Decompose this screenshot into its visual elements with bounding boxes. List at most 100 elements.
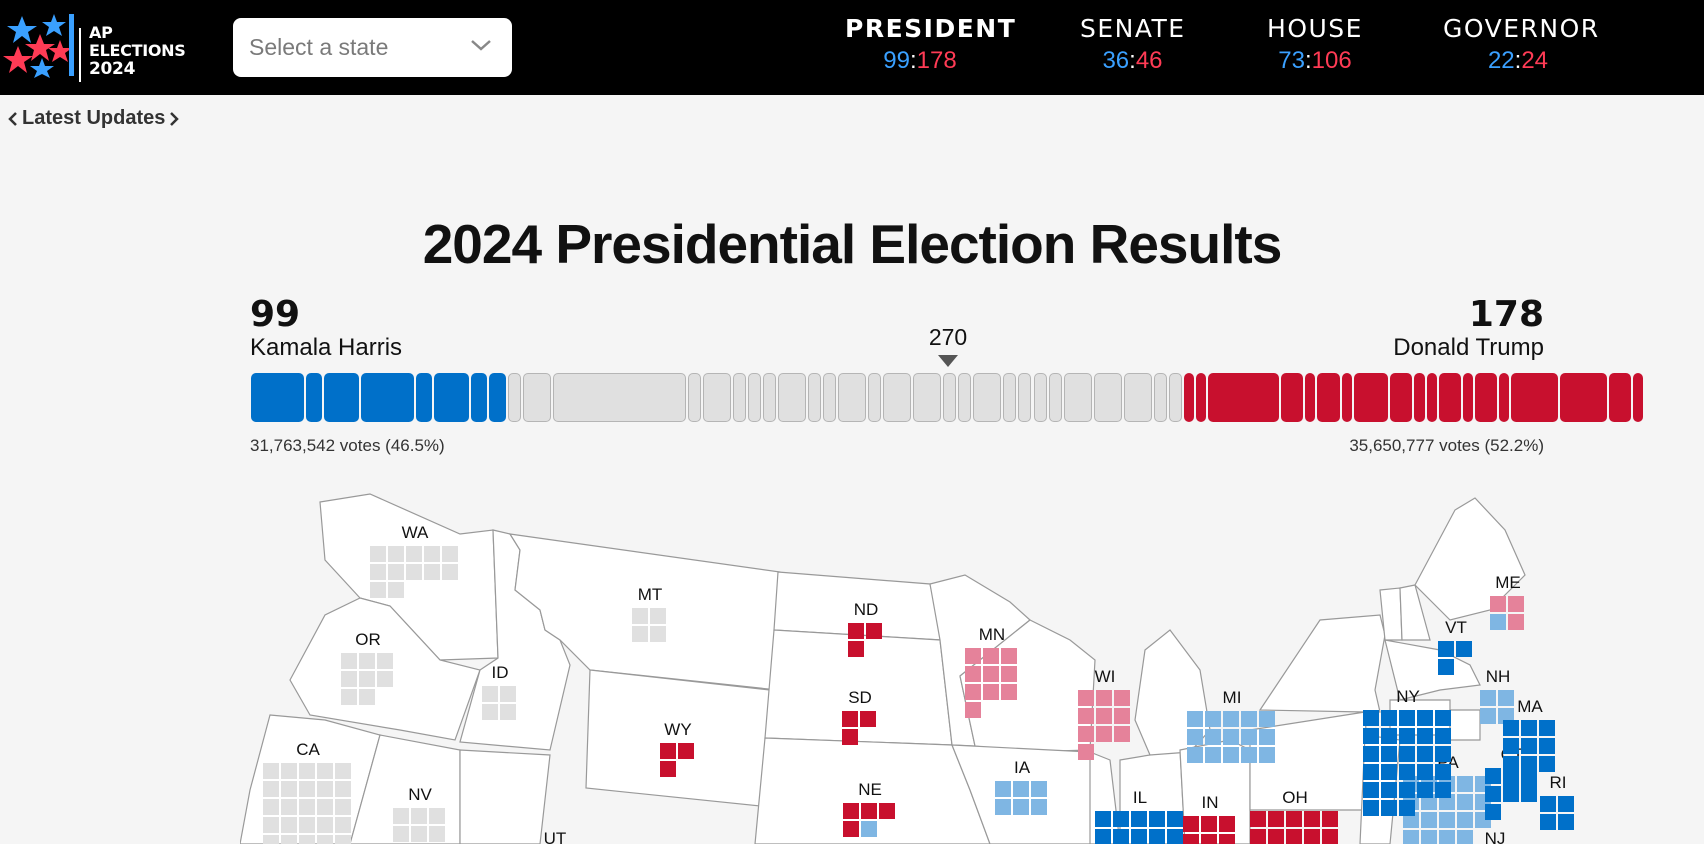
- ev-cell-wi[interactable]: [1078, 726, 1094, 742]
- ev-cell-ca[interactable]: [281, 799, 297, 815]
- ev-cell-wa[interactable]: [388, 582, 404, 598]
- ev-cell-ct[interactable]: [1521, 768, 1537, 784]
- ev-cell-il[interactable]: [1167, 811, 1183, 827]
- ev-cell-ca[interactable]: [317, 763, 333, 779]
- ap-elections-logo[interactable]: AP ELECTIONS 2024: [0, 10, 200, 82]
- ev-cell-in[interactable]: [1201, 816, 1217, 832]
- ev-cell-oh[interactable]: [1268, 811, 1284, 827]
- ev-cell-ne[interactable]: [843, 821, 859, 837]
- ev-cell-ca[interactable]: [299, 763, 315, 779]
- ev-cell-ny[interactable]: [1435, 746, 1451, 762]
- ev-cell-id[interactable]: [482, 686, 498, 702]
- state-label-in[interactable]: IN: [1202, 793, 1219, 812]
- ev-cell-nv[interactable]: [393, 826, 409, 842]
- ev-cell-pa[interactable]: [1439, 812, 1455, 828]
- state-label-me[interactable]: ME: [1495, 573, 1521, 592]
- state-label-mn[interactable]: MN: [979, 625, 1005, 644]
- ev-cell-ct[interactable]: [1485, 768, 1501, 784]
- ev-cell-ny[interactable]: [1399, 746, 1415, 762]
- ev-cell-pa[interactable]: [1421, 812, 1437, 828]
- ev-cell-mn[interactable]: [1001, 666, 1017, 682]
- ev-cell-il[interactable]: [1131, 829, 1147, 844]
- ev-cell-ia[interactable]: [995, 799, 1011, 815]
- ev-cell-wi[interactable]: [1096, 726, 1112, 742]
- ev-cell-nd[interactable]: [848, 623, 864, 639]
- ev-cell-mn[interactable]: [983, 666, 999, 682]
- ev-cell-il[interactable]: [1095, 829, 1111, 844]
- ev-cell-ny[interactable]: [1435, 764, 1451, 780]
- ev-cell-or[interactable]: [359, 671, 375, 687]
- ev-cell-ny[interactable]: [1417, 764, 1433, 780]
- ev-cell-oh[interactable]: [1268, 829, 1284, 844]
- ev-cell-or[interactable]: [359, 689, 375, 705]
- ev-cell-ma[interactable]: [1539, 756, 1555, 772]
- electoral-map[interactable]: WA OR CA NV ID MT WY UT ND SD NE MN WI IA IL IN MI OH PA NY…: [240, 490, 1680, 844]
- ev-cell-ny[interactable]: [1363, 764, 1379, 780]
- ev-cell-ri[interactable]: [1540, 796, 1556, 812]
- ev-cell-ia[interactable]: [1013, 781, 1029, 797]
- ev-cell-vt[interactable]: [1438, 641, 1454, 657]
- ev-cell-nh[interactable]: [1480, 690, 1496, 706]
- ev-cell-wy[interactable]: [678, 743, 694, 759]
- ev-cell-ia[interactable]: [1031, 781, 1047, 797]
- ev-cell-il[interactable]: [1149, 811, 1165, 827]
- ev-cell-nd[interactable]: [848, 641, 864, 657]
- ev-cell-pa[interactable]: [1457, 776, 1473, 792]
- ev-cell-ne[interactable]: [861, 803, 877, 819]
- ev-cell-ma[interactable]: [1503, 738, 1519, 754]
- ev-cell-ny[interactable]: [1435, 782, 1451, 798]
- ev-cell-wy[interactable]: [660, 743, 676, 759]
- ev-cell-mt[interactable]: [650, 608, 666, 624]
- ev-cell-wa[interactable]: [424, 546, 440, 562]
- ev-cell-id[interactable]: [500, 704, 516, 720]
- state-label-wa[interactable]: WA: [402, 523, 429, 542]
- ev-cell-ca[interactable]: [281, 835, 297, 844]
- ev-cell-ca[interactable]: [335, 781, 351, 797]
- ev-cell-il[interactable]: [1113, 829, 1129, 844]
- ev-cell-ne[interactable]: [861, 821, 877, 837]
- ev-cell-ny[interactable]: [1435, 710, 1451, 726]
- ev-cell-wa[interactable]: [388, 564, 404, 580]
- ev-cell-ny[interactable]: [1435, 728, 1451, 744]
- ev-cell-pa[interactable]: [1457, 812, 1473, 828]
- ev-cell-in[interactable]: [1183, 816, 1199, 832]
- ev-cell-ct[interactable]: [1503, 768, 1519, 784]
- ev-cell-wa[interactable]: [442, 564, 458, 580]
- state-label-mi[interactable]: MI: [1223, 688, 1242, 707]
- ev-cell-wa[interactable]: [442, 546, 458, 562]
- ev-cell-mn[interactable]: [1001, 684, 1017, 700]
- latest-updates-label[interactable]: Latest Updates: [22, 107, 166, 129]
- ev-cell-wi[interactable]: [1114, 726, 1130, 742]
- ev-cell-ca[interactable]: [281, 763, 297, 779]
- ev-cell-nv[interactable]: [411, 808, 427, 824]
- ev-cell-ct[interactable]: [1503, 786, 1519, 802]
- ev-cell-ct[interactable]: [1521, 786, 1537, 802]
- ev-cell-oh[interactable]: [1322, 829, 1338, 844]
- ev-cell-mi[interactable]: [1259, 729, 1275, 745]
- ev-cell-oh[interactable]: [1286, 811, 1302, 827]
- ev-cell-mt[interactable]: [650, 626, 666, 642]
- state-select-dropdown[interactable]: Select a state: [233, 18, 512, 77]
- ev-cell-ri[interactable]: [1558, 814, 1574, 830]
- ev-cell-me[interactable]: [1490, 614, 1506, 630]
- chevron-right-icon[interactable]: [169, 111, 180, 127]
- ev-cell-pa[interactable]: [1457, 794, 1473, 810]
- ev-cell-ca[interactable]: [299, 817, 315, 833]
- ev-cell-sd[interactable]: [842, 729, 858, 745]
- ev-cell-mi[interactable]: [1223, 729, 1239, 745]
- ev-cell-ma[interactable]: [1503, 720, 1519, 736]
- ev-cell-mn[interactable]: [965, 684, 981, 700]
- ev-cell-ca[interactable]: [335, 835, 351, 844]
- ev-cell-il[interactable]: [1149, 829, 1165, 844]
- ev-cell-ca[interactable]: [263, 835, 279, 844]
- ev-cell-il[interactable]: [1131, 811, 1147, 827]
- state-label-nv[interactable]: NV: [408, 785, 432, 804]
- ev-cell-ny[interactable]: [1381, 746, 1397, 762]
- ev-cell-mi[interactable]: [1205, 729, 1221, 745]
- ev-cell-ca[interactable]: [263, 799, 279, 815]
- ev-cell-ny[interactable]: [1399, 800, 1415, 816]
- state-label-vt[interactable]: VT: [1445, 618, 1467, 637]
- ev-cell-wi[interactable]: [1078, 690, 1094, 706]
- ev-cell-ca[interactable]: [299, 781, 315, 797]
- ev-cell-ca[interactable]: [263, 763, 279, 779]
